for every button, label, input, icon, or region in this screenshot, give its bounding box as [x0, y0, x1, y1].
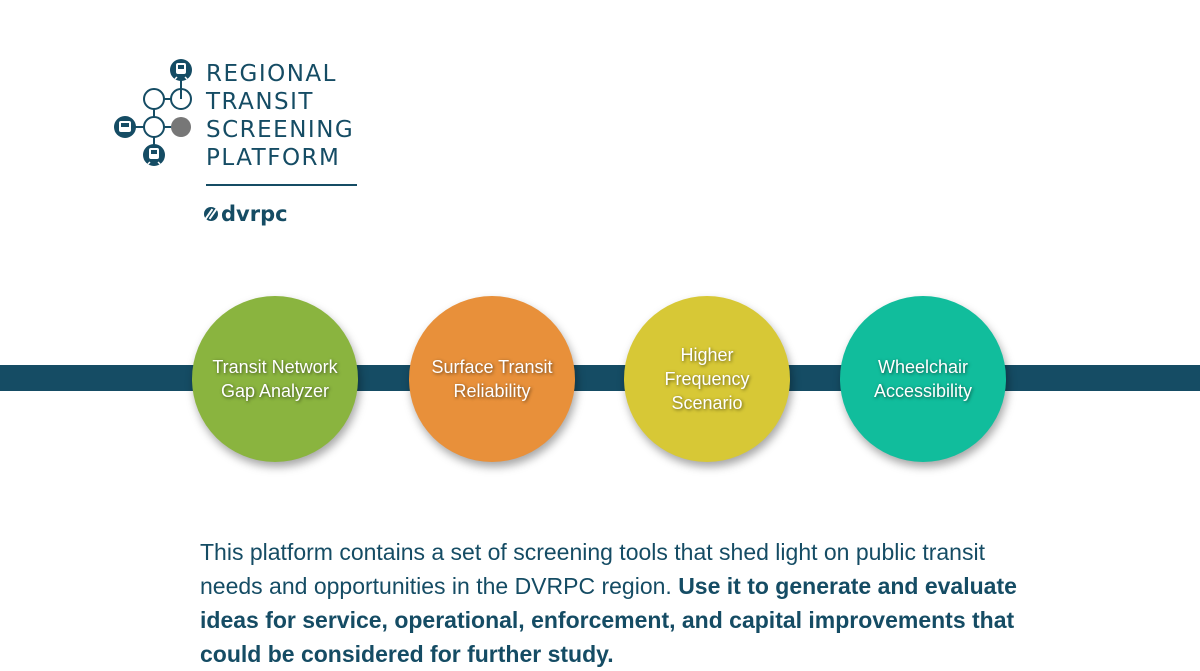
transit-network-logo-graphic [114, 59, 192, 166]
platform-description: This platform contains a set of screenin… [200, 535, 1020, 671]
logo-divider [206, 184, 357, 186]
dvrpc-mark-icon [204, 207, 218, 221]
tool-label: Higher Frequency Scenario [664, 345, 750, 413]
tool-higher-frequency-scenario[interactable]: Higher Frequency Scenario [624, 296, 790, 462]
rail-icon [143, 144, 165, 166]
tool-label: Surface Transit Reliability [431, 357, 553, 401]
tool-wheelchair-accessibility[interactable]: Wheelchair Accessibility [840, 296, 1006, 462]
tool-transit-network-gap-analyzer[interactable]: Transit Network Gap Analyzer [192, 296, 358, 462]
timeline-bar [0, 365, 1200, 391]
platform-logo[interactable]: REGIONAL TRANSIT SCREENING PLATFORM dvrp… [112, 52, 372, 242]
dvrpc-wordmark: dvrpc [221, 202, 288, 226]
description-text: This platform contains a set of screenin… [200, 539, 985, 599]
tool-label: Wheelchair Accessibility [873, 357, 973, 401]
dvrpc-logo[interactable]: dvrpc [204, 202, 288, 226]
bus-icon [114, 116, 136, 138]
logo-title: REGIONAL TRANSIT SCREENING PLATFORM [206, 60, 354, 172]
logo-title-line-3: SCREENING [206, 117, 355, 143]
logo-title-line-2: TRANSIT [206, 89, 314, 115]
tool-label: Transit Network Gap Analyzer [212, 357, 338, 401]
train-icon [170, 59, 192, 81]
tool-surface-transit-reliability[interactable]: Surface Transit Reliability [409, 296, 575, 462]
logo-title-line-4: PLATFORM [206, 145, 341, 171]
logo-title-line-1: REGIONAL [206, 61, 337, 87]
description-callout: Use it to generate and evaluate ideas fo… [200, 573, 1017, 667]
